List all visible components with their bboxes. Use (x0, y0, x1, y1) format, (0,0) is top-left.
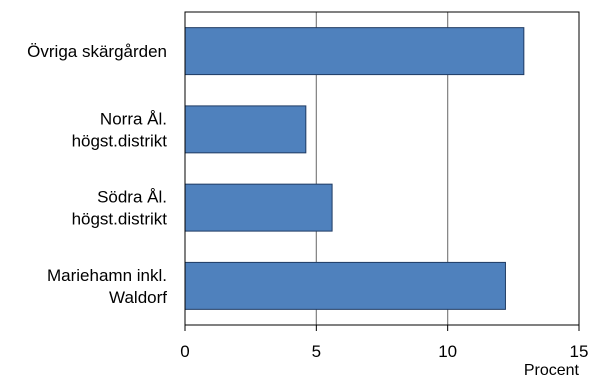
bar (184, 27, 525, 76)
x-tick-label: 5 (312, 342, 321, 361)
category-label: Mariehamn inkl. Waldorf (47, 266, 167, 307)
x-tick-label: 15 (570, 342, 589, 361)
bar (184, 183, 333, 232)
plot-area-frame (184, 11, 580, 326)
x-axis-label: Procent (524, 362, 580, 378)
x-axis-ticks: 0 5 10 15 (180, 325, 588, 361)
category-label: Övriga skärgården (27, 42, 167, 61)
bar (184, 105, 307, 154)
x-tick-label: 10 (438, 342, 457, 361)
category-labels: Övriga skärgården Norra Ål. högst.distrikt… (27, 42, 167, 307)
x-tick-label: 0 (180, 342, 189, 361)
bars (184, 27, 525, 310)
bar (184, 261, 506, 310)
category-label: Norra Ål. högst.distrikt (72, 109, 168, 150)
category-label: Södra Ål. högst.distrikt (72, 188, 168, 229)
